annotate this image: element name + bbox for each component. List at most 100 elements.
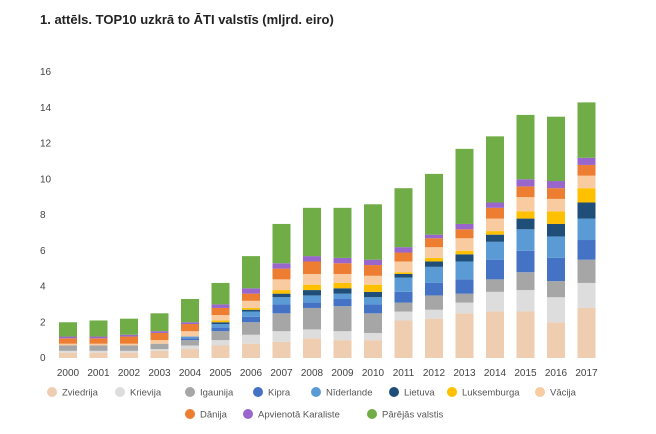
bar-segment: [364, 340, 382, 358]
bar-segment: [577, 188, 596, 203]
bar-segment: [89, 350, 108, 353]
bar-segment: [486, 136, 504, 203]
bar-segment: [120, 352, 138, 358]
legend: Zviedrija Krievija Igaunija Kipra Nīderlande…: [47, 387, 577, 421]
bar-segment: [486, 259, 504, 280]
bar-segment: [364, 265, 382, 276]
x-tick-label: 2014: [484, 368, 507, 379]
bar-segment: [272, 279, 291, 291]
bar-segment: [303, 329, 321, 339]
y-axis: 0 2 4 6 8 10 12 14 16: [40, 67, 52, 364]
bars-area: [59, 102, 596, 358]
bar-segment: [547, 297, 565, 323]
bar-segment: [272, 331, 291, 342]
bar-segment: [181, 338, 199, 341]
x-tick-label: 2001: [87, 368, 110, 379]
legend-label: Zviedrija: [62, 388, 99, 399]
bar-segment: [425, 247, 443, 258]
y-tick-label: 12: [40, 139, 52, 150]
bar-segment: [150, 340, 169, 344]
bar-segment: [577, 157, 596, 165]
legend-label: Vācija: [550, 388, 577, 399]
bar-segment: [516, 179, 535, 187]
bar-segment: [333, 273, 352, 283]
x-tick-label: 2010: [362, 368, 385, 379]
x-tick-label: 2003: [148, 368, 171, 379]
bar-segment: [211, 324, 230, 328]
legend-swatch: [367, 409, 377, 419]
legend-swatch: [311, 387, 321, 397]
bar-segment: [547, 198, 565, 212]
bar-segment: [455, 313, 474, 358]
y-tick-label: 14: [40, 103, 52, 114]
bar-segment: [242, 311, 260, 317]
legend-swatch: [535, 387, 545, 397]
x-tick-label: 2016: [545, 368, 568, 379]
bar-segment: [547, 188, 565, 199]
bar-segment: [150, 331, 169, 333]
bar-segment: [303, 338, 321, 358]
bar-segment: [272, 223, 291, 264]
bar-segment: [211, 340, 230, 346]
bar-segment: [455, 293, 474, 303]
x-tick-label: 2000: [57, 368, 80, 379]
x-tick-label: 2013: [453, 368, 476, 379]
bar-segment: [455, 238, 474, 251]
x-tick-label: 2011: [393, 368, 415, 379]
bar-segment: [516, 229, 535, 251]
bar-segment: [547, 236, 565, 258]
x-tick-label: 2012: [423, 368, 446, 379]
bar-segment: [59, 336, 77, 339]
bar-segment: [577, 164, 596, 176]
bar-segment: [394, 277, 413, 292]
legend-swatch: [47, 387, 57, 397]
bar-segment: [89, 336, 108, 339]
x-tick-label: 2005: [209, 368, 232, 379]
bar-segment: [211, 304, 230, 308]
x-tick-label: 2008: [301, 368, 324, 379]
bar-segment: [394, 261, 413, 273]
bar-segment: [425, 309, 443, 319]
bar-segment: [394, 188, 413, 248]
y-tick-label: 2: [40, 317, 46, 328]
bar-segment: [547, 211, 565, 224]
bar-segment: [242, 322, 260, 335]
bar-segment: [272, 297, 291, 305]
bar-segment: [181, 345, 199, 350]
bar-segment: [425, 282, 443, 296]
bar-segment: [242, 300, 260, 308]
bar-segment: [486, 231, 504, 235]
bar-segment: [150, 349, 169, 351]
bar-segment: [486, 311, 504, 358]
x-tick-label: 2006: [240, 368, 263, 379]
legend-swatch: [115, 387, 125, 397]
bar-segment: [89, 352, 108, 358]
legend-swatch: [253, 387, 263, 397]
bar-segment: [547, 281, 565, 298]
bar-segment: [59, 345, 77, 351]
bar-segment: [333, 331, 352, 341]
bar-segment: [516, 290, 535, 312]
bar-segment: [516, 197, 535, 212]
x-tick-label: 2015: [514, 368, 537, 379]
bar-segment: [577, 307, 596, 358]
y-tick-label: 6: [40, 246, 46, 257]
bar-segment: [333, 288, 352, 294]
bar-segment: [577, 218, 596, 241]
bar-segment: [272, 268, 291, 280]
legend-label: Lietuva: [404, 388, 435, 399]
bar-segment: [455, 229, 474, 239]
bar-segment: [455, 261, 474, 280]
chart-title: 1. attēls. TOP10 uzkrā to ĀTI valstīs (m…: [40, 12, 334, 27]
bar-segment: [364, 204, 382, 260]
bar-segment: [333, 340, 352, 358]
bar-segment: [150, 313, 169, 332]
bar-segment: [150, 350, 169, 358]
bar-segment: [425, 318, 443, 358]
bar-segment: [303, 307, 321, 330]
bar-segment: [425, 266, 443, 283]
bar-segment: [120, 350, 138, 353]
bar-segment: [120, 334, 138, 337]
bar-segment: [242, 293, 260, 301]
